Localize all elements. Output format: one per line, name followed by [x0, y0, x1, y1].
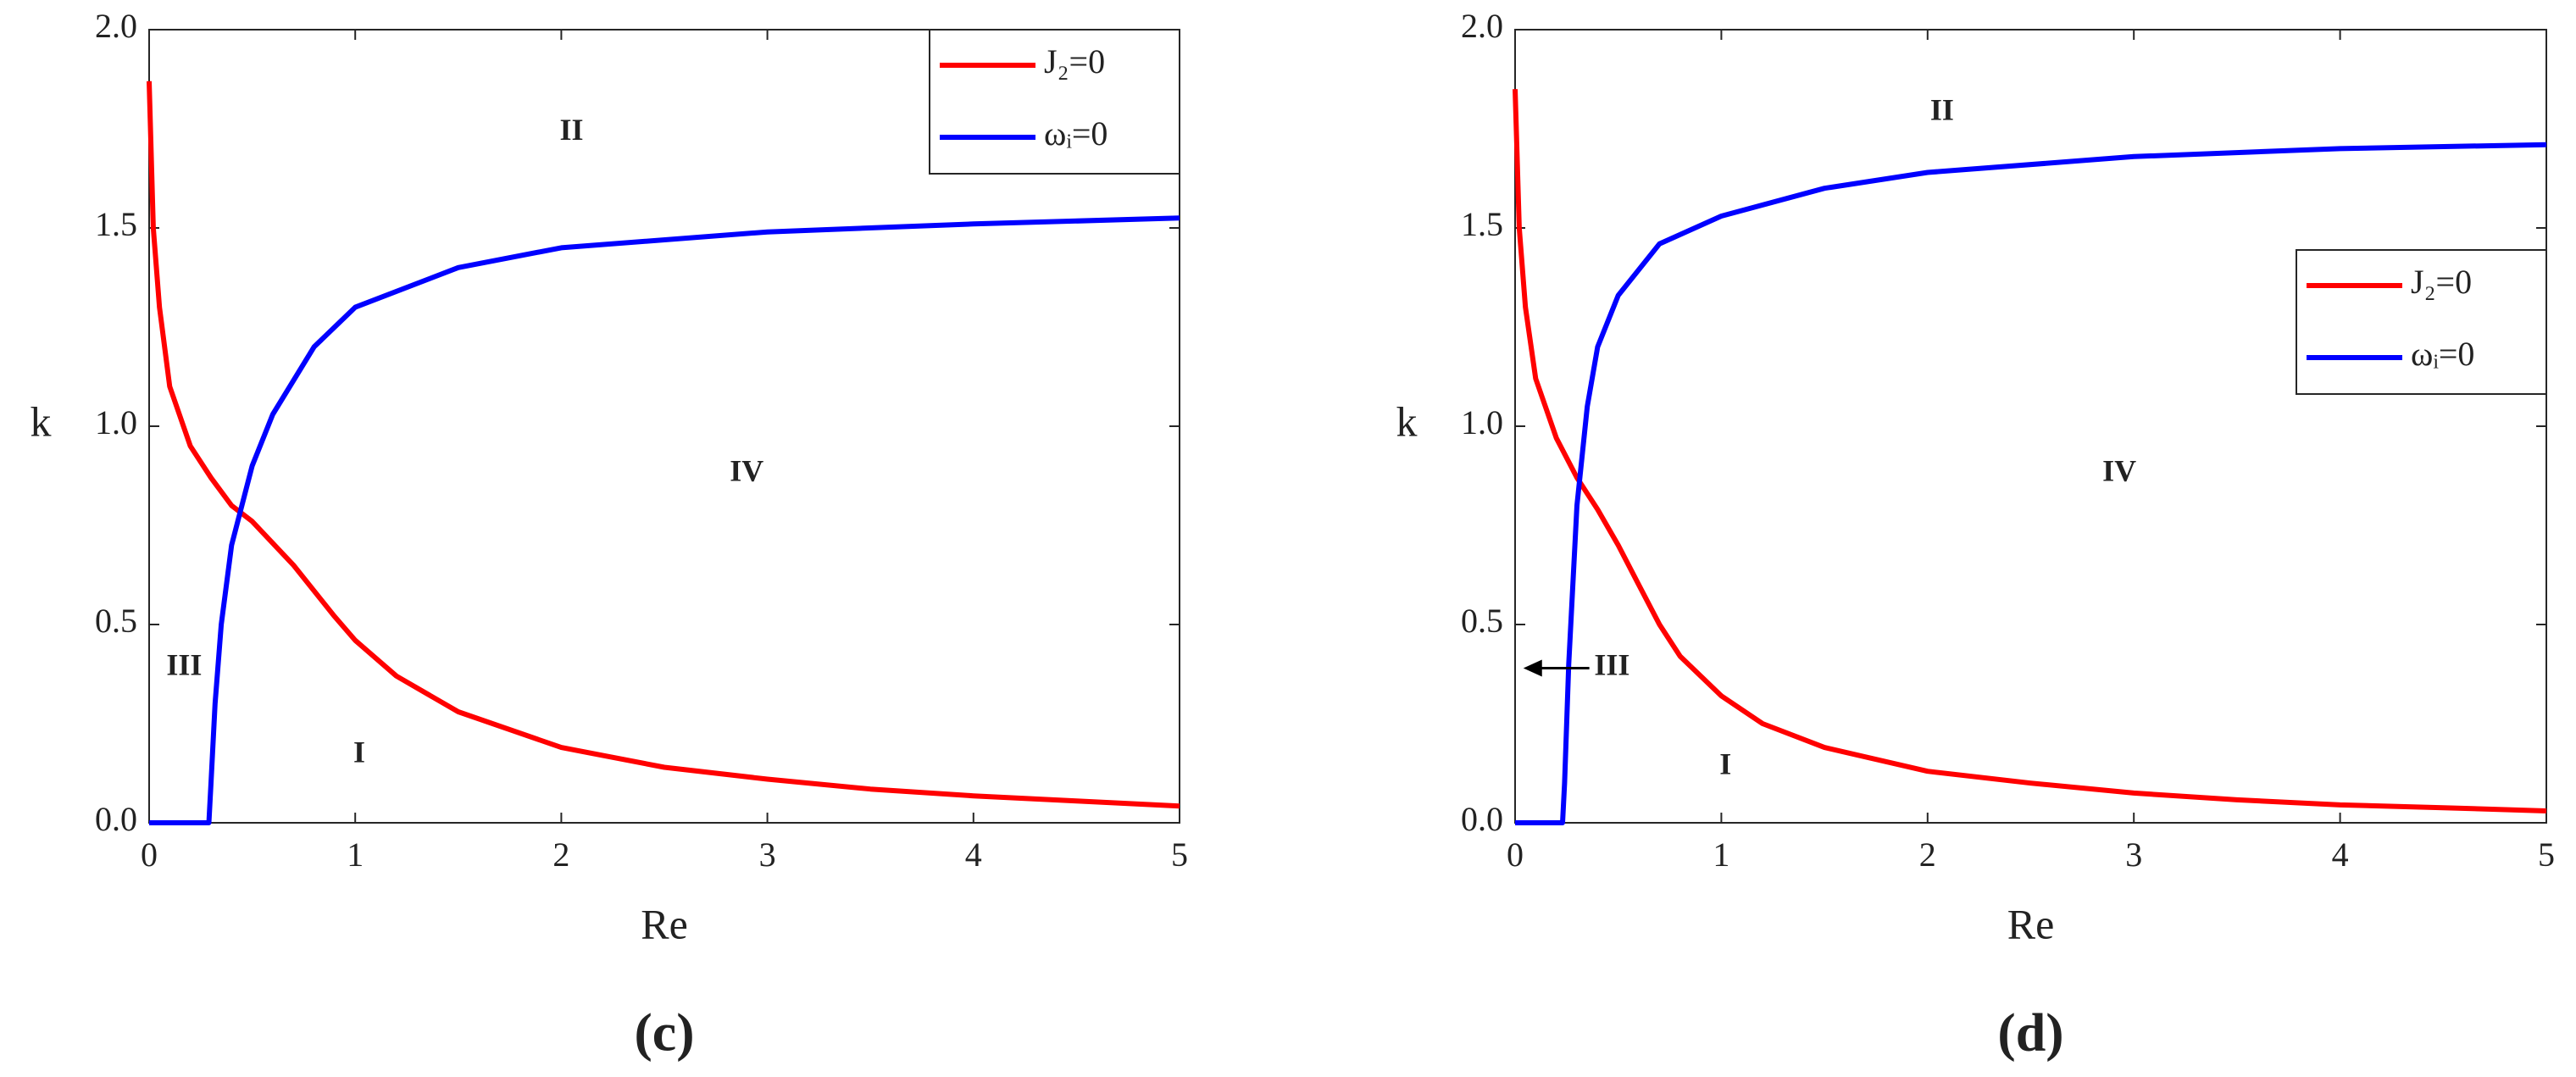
- region-label: III: [1594, 648, 1629, 682]
- x-tick-label: 5: [2538, 836, 2555, 874]
- y-tick-label: 0.5: [95, 602, 137, 640]
- legend-label: J₂=0: [1044, 42, 1105, 80]
- x-axis-label: Re: [641, 900, 688, 947]
- arrow-head: [1523, 659, 1542, 677]
- caption: (c): [634, 1002, 694, 1063]
- legend-label: J₂=0: [2411, 263, 2472, 301]
- x-tick-label: 1: [347, 836, 364, 874]
- y-tick-label: 2.0: [1461, 7, 1503, 45]
- x-tick-label: 5: [1171, 836, 1188, 874]
- chart: 0 1 2 3 4 50.00.51.01.52.0Rek(c)IIIIIIIVJ₂=0ω…: [31, 7, 1189, 1063]
- y-axis-label: k: [1396, 397, 1418, 445]
- x-tick-label: 0: [1507, 836, 1524, 874]
- line-series: [1515, 142, 2547, 825]
- y-tick-label: 1.5: [1461, 205, 1503, 243]
- y-axis-label: k: [31, 397, 52, 445]
- chart: 0 1 2 3 4 50.00.51.01.52.0Rek(d)IIIIIIIVJ₂=0ω…: [1396, 7, 2556, 1063]
- legend-label: ωᵢ=0: [2411, 335, 2474, 373]
- x-axis-label: Re: [2007, 900, 2055, 947]
- region-label: I: [353, 736, 365, 769]
- x-tick-label: 3: [759, 836, 776, 874]
- plot-area: [1514, 29, 2547, 824]
- region-label: III: [166, 648, 202, 682]
- x-tick-label: 2: [552, 836, 569, 874]
- line-series: [149, 215, 1180, 825]
- line-series: [147, 80, 1180, 809]
- x-tick-label: 2: [1919, 836, 1936, 874]
- line-series: [1513, 89, 2547, 813]
- x-tick-label: 4: [2332, 836, 2349, 874]
- y-tick-label: 1.0: [1461, 403, 1503, 441]
- region-label: II: [1930, 93, 1954, 127]
- legend-box: [929, 29, 1180, 175]
- legend-box: [2296, 249, 2547, 395]
- y-tick-label: 0.0: [1461, 800, 1503, 838]
- caption: (d): [1997, 1002, 2063, 1063]
- region-label: IV: [730, 453, 763, 487]
- x-tick-label: 0: [141, 836, 158, 874]
- y-tick-label: 0.0: [95, 800, 137, 838]
- y-tick-label: 0.5: [1461, 602, 1503, 640]
- region-label: IV: [2102, 453, 2136, 487]
- region-label: II: [560, 113, 584, 147]
- x-tick-label: 3: [2125, 836, 2142, 874]
- y-tick-label: 1.0: [95, 403, 137, 441]
- y-tick-label: 1.5: [95, 205, 137, 243]
- legend-label: ωᵢ=0: [1044, 114, 1108, 153]
- x-tick-label: 4: [965, 836, 982, 874]
- region-label: I: [1719, 747, 1731, 781]
- y-tick-label: 2.0: [95, 7, 137, 45]
- x-tick-label: 1: [1713, 836, 1729, 874]
